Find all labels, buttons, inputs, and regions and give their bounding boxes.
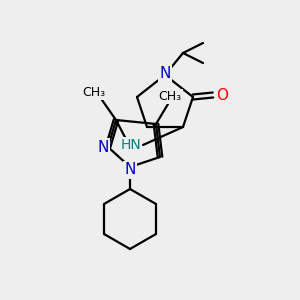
Text: O: O [216, 88, 228, 103]
Text: N: N [97, 140, 109, 154]
Text: CH₃: CH₃ [82, 85, 106, 98]
Text: CH₃: CH₃ [158, 89, 182, 103]
Text: N: N [124, 163, 136, 178]
Text: HN: HN [121, 138, 141, 152]
Text: N: N [159, 67, 171, 82]
